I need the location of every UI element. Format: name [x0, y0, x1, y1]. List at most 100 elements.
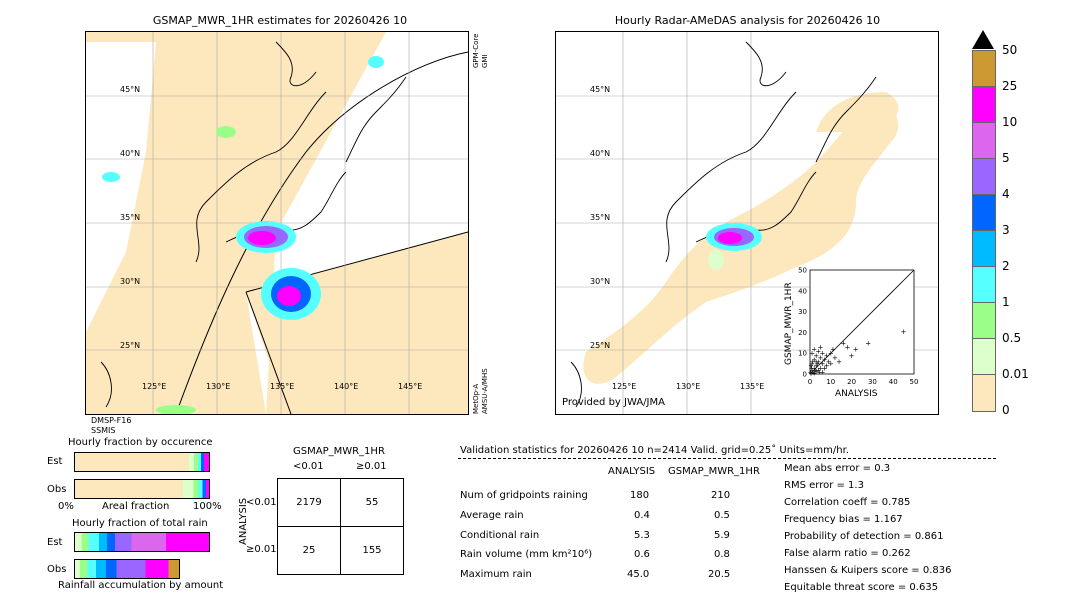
scatter-point: +: [813, 352, 819, 360]
colorbar-label: 0.01: [1002, 367, 1029, 381]
colorbar-segment: [972, 374, 996, 412]
colorbar-label: 0.5: [1002, 331, 1022, 345]
occurrence-axis-mid: Areal fraction: [102, 501, 170, 512]
left-lon-label-125: 125°E: [142, 382, 167, 391]
right-lon-label-135: 135°E: [740, 382, 765, 391]
scatter-point: +: [822, 364, 828, 372]
credit-text: Provided by JWA/JMA: [562, 397, 665, 408]
validation-row-analysis: 180: [630, 490, 650, 501]
scatter-diagonal: [809, 269, 915, 375]
contingency-cell: 155: [340, 526, 404, 575]
colorbar-segment: [972, 50, 996, 87]
colorbar-label: 10: [1002, 115, 1018, 129]
left-lon-label-130: 130°E: [206, 382, 231, 391]
contingency-col-ge: ≥0.01: [356, 461, 387, 472]
contingency-table: 2179 55 25 155: [277, 478, 404, 575]
scatter-point: +: [865, 339, 871, 347]
validation-score: Equitable threat score = 0.635: [784, 582, 939, 593]
sensor-label-gpm-core: GPM-Core: [472, 33, 480, 68]
colorbar-label: 3: [1002, 223, 1010, 237]
contingency-cell: 25: [277, 526, 341, 575]
right-lat-label-30: 30°N: [590, 277, 611, 286]
colorbar-segment: [972, 302, 996, 339]
contingency-row-ge: ≥0.01: [246, 544, 277, 555]
sensor-label-metop: MetOp-A: [472, 383, 480, 414]
scatter-inset: + + + + + + + + + + + + + + + + + + + + + + + + + + + + + + + + + + + + + + + +…: [780, 265, 930, 405]
validation-row-gsmap: 0.5: [714, 510, 730, 521]
validation-row-label: Rain volume (mm km²10⁶): [460, 549, 593, 560]
scatter-point: +: [820, 360, 826, 368]
scatter-point: +: [815, 358, 821, 366]
validation-row-analysis: 0.4: [634, 510, 650, 521]
scatter-point: +: [815, 348, 821, 356]
scatter-svg: ++++++++++++++++++++++++++++++++++++++++…: [798, 267, 919, 387]
scatter-ytick-label: 10: [798, 350, 807, 358]
scatter-point: +: [828, 360, 834, 368]
validation-row-gsmap: 210: [711, 490, 731, 501]
validation-score: Frequency bias = 1.167: [784, 514, 903, 525]
validation-score: False alarm ratio = 0.262: [784, 548, 911, 559]
left-lon-label-135: 135°E: [270, 382, 295, 391]
left-lat-label-25: 25°N: [120, 341, 141, 350]
scatter-ytick-label: 30: [798, 308, 807, 316]
occurrence-title: Hourly fraction by occurence: [68, 437, 213, 448]
sensor-label-amsu: AMSU-A/MHS: [481, 368, 489, 414]
colorbar-segment: [972, 194, 996, 231]
right-lon-label-125: 125°E: [612, 382, 637, 391]
right-lat-label-45: 45°N: [590, 85, 611, 94]
scatter-point: +: [813, 362, 819, 370]
validation-col-gsmap: GSMAP_MWR_1HR: [668, 466, 760, 477]
scatter-point: +: [810, 368, 816, 376]
scatter-point: +: [811, 369, 817, 377]
occurrence-axis-left: 0%: [58, 501, 74, 512]
scatter-xtick-label: 50: [910, 378, 919, 386]
scatter-point: +: [840, 339, 846, 347]
scatter-point: +: [816, 368, 822, 376]
validation-score: Correlation coeff = 0.785: [784, 497, 911, 508]
right-lon-label-130: 130°E: [676, 382, 701, 391]
scatter-xtick-label: 40: [889, 378, 898, 386]
validation-row-label: Maximum rain: [460, 569, 532, 580]
contingency-cell: 2179: [277, 478, 341, 527]
scatter-point: +: [812, 366, 818, 374]
scatter-point: +: [830, 346, 836, 354]
sensor-label-gmi: GMI: [481, 54, 489, 68]
colorbar-segment: [972, 122, 996, 159]
scatter-point: +: [815, 366, 821, 374]
right-lat-label-35: 35°N: [590, 213, 611, 222]
scatter-point: +: [820, 350, 826, 358]
validation-col-analysis: ANALYSIS: [608, 466, 656, 477]
scatter-point: +: [813, 367, 819, 375]
scatter-point: +: [809, 350, 815, 358]
right-lat-label-25: 25°N: [590, 341, 611, 350]
scatter-xlabel: ANALYSIS: [835, 389, 878, 399]
left-map: 45°N 40°N 35°N 30°N 25°N 125°E 130°E 135…: [85, 31, 469, 415]
contingency-row-lt: <0.01: [246, 497, 277, 508]
scatter-point: +: [809, 360, 815, 368]
total-rain-title: Hourly fraction of total rain: [72, 518, 208, 529]
scatter-xtick-label: 10: [826, 378, 835, 386]
left-map-svg: [86, 32, 468, 414]
validation-score: RMS error = 1.3: [784, 480, 864, 491]
scatter-point: +: [826, 358, 832, 366]
scatter-point: +: [817, 364, 823, 372]
scatter-point: +: [853, 346, 859, 354]
scatter-point: +: [817, 343, 823, 351]
colorbar-label: 2: [1002, 259, 1010, 273]
scatter-ytick-label: 20: [798, 329, 807, 337]
total-rain-bar-obs: [74, 559, 180, 579]
scatter-point: +: [808, 370, 814, 378]
scatter-point: +: [808, 362, 814, 370]
validation-row-analysis: 0.6: [634, 549, 650, 560]
left-lat-label-45: 45°N: [120, 85, 141, 94]
colorbar-label: 0: [1002, 403, 1010, 417]
sensor-label-ssmis: SSMIS: [91, 426, 116, 435]
left-lat-label-30: 30°N: [120, 277, 141, 286]
validation-row-gsmap: 20.5: [708, 569, 731, 580]
scatter-point: +: [822, 356, 828, 364]
scatter-point: +: [809, 366, 815, 374]
colorbar-label: 1: [1002, 295, 1010, 309]
validation-row-analysis: 5.3: [634, 530, 650, 541]
validation-header: Validation statistics for 20260426 10 n=…: [460, 445, 849, 456]
scatter-point: +: [820, 368, 826, 376]
